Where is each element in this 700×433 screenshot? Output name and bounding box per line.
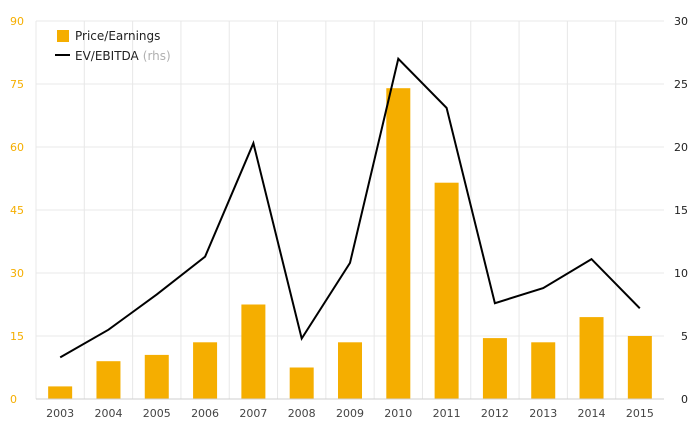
axes: 0 15 30 45 60 75 90 0 5 10 15 20 25 30 2003 2004 2005 200…	[10, 15, 688, 420]
y-right-tick-label: 25	[674, 78, 688, 91]
x-tick-label: 2014	[578, 407, 606, 420]
gridlines	[35, 20, 664, 399]
y-left-tick-label: 90	[10, 15, 24, 28]
y-right-tick-label: 5	[681, 330, 688, 343]
legend-label-ev-ebitda: EV/EBITDA (rhs)	[75, 49, 171, 63]
y-left-tick-label: 0	[10, 393, 17, 406]
bar-2010	[386, 88, 411, 399]
legend-label-ev-ebitda-suffix: (rhs)	[143, 49, 171, 63]
bar-2013	[531, 342, 556, 399]
x-tick-label: 2009	[336, 407, 364, 420]
bar-2009	[338, 342, 362, 399]
x-tick-label: 2007	[239, 407, 267, 420]
legend-label-price-earnings: Price/Earnings	[75, 29, 160, 43]
bar-series-price-earnings	[48, 88, 652, 399]
x-tick-label: 2015	[626, 407, 654, 420]
y-left-tick-label: 75	[10, 78, 24, 91]
legend-label-ev-ebitda-name: EV/EBITDA	[75, 49, 140, 63]
y-right-tick-label: 10	[674, 267, 688, 280]
y-left-tick-label: 30	[10, 267, 24, 280]
legend: Price/Earnings EV/EBITDA (rhs)	[55, 29, 171, 63]
line-series-ev-ebitda	[59, 56, 641, 359]
bar-2008	[289, 367, 314, 399]
bar-2006	[193, 342, 218, 399]
y-left-tick-label: 15	[10, 330, 24, 343]
x-tick-label: 2005	[143, 407, 171, 420]
x-tick-label: 2012	[481, 407, 509, 420]
bar-2012	[482, 338, 507, 399]
y-right-tick-label: 0	[681, 393, 688, 406]
x-tick-label: 2008	[288, 407, 316, 420]
x-tick-label: 2003	[46, 407, 74, 420]
bar-2005	[144, 354, 169, 399]
bar-2011	[434, 182, 459, 399]
bar-2004	[96, 361, 121, 399]
bar-2015	[627, 336, 652, 399]
y-left-tick-label: 60	[10, 141, 24, 154]
legend-swatch-price-earnings	[57, 30, 69, 42]
x-tick-label: 2011	[433, 407, 461, 420]
x-tick-label: 2013	[529, 407, 557, 420]
x-tick-label: 2010	[384, 407, 412, 420]
x-tick-label: 2006	[191, 407, 219, 420]
y-right-tick-label: 15	[674, 204, 688, 217]
bar-2014	[579, 317, 604, 399]
y-right-tick-label: 30	[674, 15, 688, 28]
x-tick-label: 2004	[94, 407, 122, 420]
y-left-tick-label: 45	[10, 204, 24, 217]
bar-2003	[48, 386, 73, 399]
ev-ebitda-line	[59, 56, 641, 359]
y-right-tick-label: 20	[674, 141, 688, 154]
bar-2007	[241, 304, 266, 399]
